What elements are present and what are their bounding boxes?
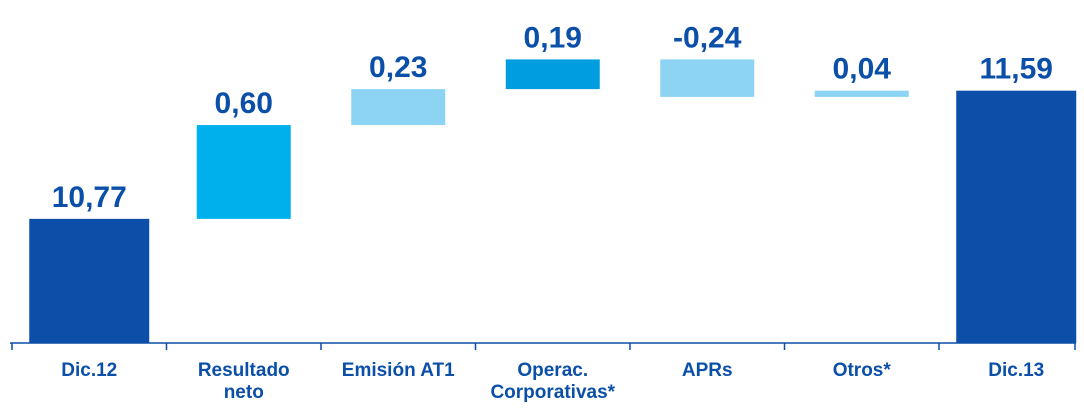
bar	[29, 218, 150, 343]
value-label: 0,19	[524, 21, 582, 54]
value-label: -0,24	[673, 21, 742, 54]
x-tick-label: APRs	[681, 360, 733, 381]
value-label: 10,77	[52, 181, 127, 214]
value-label: 11,59	[980, 53, 1053, 86]
x-tick-label: Dic.13	[988, 360, 1045, 381]
bar	[196, 125, 291, 219]
x-tick-label: Operac. Corporativas*	[490, 360, 616, 403]
value-label: 0,23	[369, 51, 427, 84]
x-tick-label: Otros*	[832, 360, 891, 381]
bar	[660, 59, 755, 97]
bar	[505, 59, 600, 90]
value-label: 0,04	[833, 53, 892, 86]
bar	[351, 89, 446, 126]
value-label: 0,60	[215, 87, 273, 120]
bar	[956, 90, 1077, 344]
x-tick-label: Emisión AT1	[341, 360, 455, 381]
bar	[814, 90, 909, 97]
x-tick-label: Resultado neto	[197, 360, 290, 403]
x-tick-label: Dic.12	[61, 360, 118, 381]
